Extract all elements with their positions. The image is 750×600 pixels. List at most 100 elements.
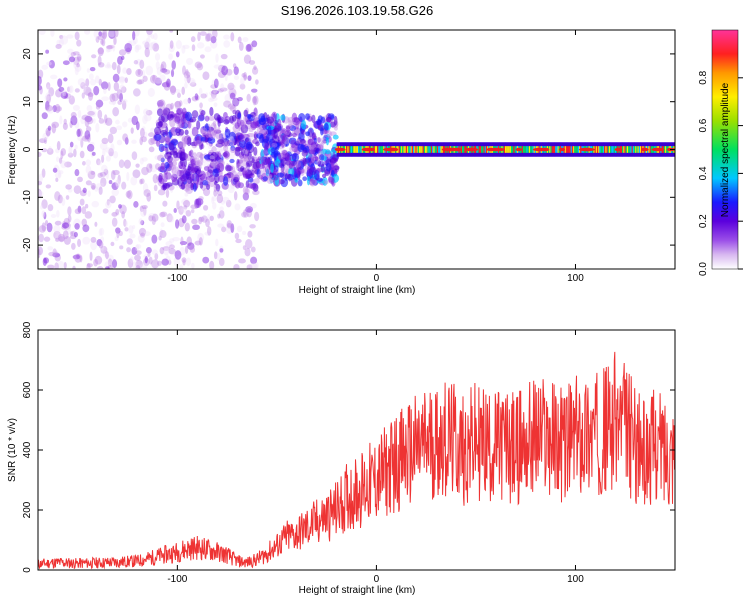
heatmap-cell	[203, 166, 210, 171]
heatmap-cell	[199, 102, 203, 109]
heatmap-cell	[57, 260, 65, 269]
heatmap-cell	[185, 69, 189, 76]
heatmap-cell	[67, 86, 71, 93]
heatmap-cell	[169, 30, 174, 33]
heatmap-band-core	[439, 146, 442, 153]
heatmap-cell	[132, 169, 141, 179]
heatmap-cell	[67, 48, 74, 54]
heatmap-cell	[134, 254, 141, 261]
heatmap-cell	[153, 184, 158, 192]
heatmap-cell	[299, 138, 306, 144]
heatmap-cell	[182, 138, 188, 146]
heatmap-cell	[242, 192, 250, 201]
heatmap-band-core	[354, 146, 357, 153]
heatmap-cell	[46, 148, 54, 155]
heatmap-cell	[117, 174, 121, 185]
heatmap-cell	[198, 164, 202, 170]
heatmap-cell	[97, 47, 104, 57]
heatmap-cell	[85, 165, 92, 175]
heatmap-cell	[246, 207, 253, 218]
heatmap-cell	[146, 163, 153, 173]
heatmap-cell	[146, 30, 153, 38]
heatmap-cell	[86, 104, 93, 112]
heatmap-cell	[234, 232, 240, 240]
heatmap-band-core	[649, 146, 652, 153]
heatmap-cell	[58, 86, 65, 92]
heatmap-cell	[213, 189, 218, 197]
heatmap-cell	[241, 120, 246, 131]
heatmap-cell	[82, 187, 87, 194]
heatmap-band-core	[605, 146, 608, 153]
heatmap-cell	[163, 80, 171, 91]
heatmap-cell	[73, 148, 77, 158]
heatmap-cell	[143, 231, 151, 237]
heatmap-cell	[112, 211, 120, 217]
heatmap-cell	[105, 155, 111, 162]
heatmap-cell	[181, 86, 186, 95]
heatmap-cell	[189, 246, 196, 253]
heatmap-cell	[74, 168, 80, 177]
heatmap-cell	[199, 181, 204, 189]
heatmap-cell	[216, 114, 221, 122]
heatmap-cell	[70, 111, 77, 119]
heatmap-cell	[170, 164, 175, 170]
heatmap-cell	[135, 260, 143, 269]
heatmap-cell	[271, 142, 278, 148]
heatmap-cell	[107, 258, 113, 267]
heatmap-cell	[63, 118, 67, 125]
heatmap-cell	[207, 213, 211, 224]
heatmap-band-core	[513, 146, 516, 153]
heatmap-cell	[211, 131, 217, 136]
heatmap-cell	[155, 61, 160, 70]
heatmap-cell	[51, 121, 60, 129]
heatmap-cell	[107, 82, 111, 91]
heatmap-cell	[67, 152, 74, 158]
heatmap-cell	[190, 204, 198, 210]
heatmap-cell	[38, 173, 44, 183]
heatmap-cell	[52, 252, 61, 258]
heatmap-cell	[173, 157, 178, 167]
heatmap-cell	[97, 62, 105, 68]
heatmap-cell	[200, 136, 206, 142]
heatmap-cell	[200, 110, 206, 116]
heatmap-cell	[56, 39, 61, 46]
heatmap-cell	[249, 262, 256, 269]
heatmap-cell	[127, 258, 134, 269]
heatmap-cell	[55, 148, 60, 154]
heatmap-cell	[104, 114, 108, 124]
heatmap-band-core	[347, 146, 350, 153]
heatmap-cell	[180, 182, 185, 190]
heatmap-cell	[112, 97, 116, 106]
heatmap-cell	[110, 241, 115, 247]
heatmap-cell	[85, 126, 92, 132]
heatmap-band-core	[598, 146, 601, 153]
heatmap-cell	[228, 88, 237, 98]
heatmap-band-core	[429, 146, 432, 153]
heatmap-cell	[260, 156, 266, 166]
heatmap-cell	[320, 116, 326, 124]
heatmap-cell	[85, 78, 90, 87]
heatmap-cell	[276, 172, 285, 178]
heatmap-cell	[182, 166, 187, 176]
heatmap-cell	[39, 86, 43, 95]
heatmap-cell	[127, 190, 133, 200]
heatmap-cell	[235, 135, 242, 142]
heatmap-cell	[43, 257, 50, 264]
heatmap-cell	[106, 47, 113, 53]
heatmap-cell	[146, 37, 151, 44]
heatmap-cell	[144, 47, 150, 58]
heatmap-cell	[238, 159, 247, 167]
heatmap-cell	[212, 120, 217, 127]
heatmap-cell	[243, 116, 247, 122]
heatmap-cell	[45, 100, 50, 111]
heatmap-cell	[171, 164, 177, 175]
heatmap-cell	[207, 177, 212, 184]
heatmap-cell	[111, 92, 119, 102]
heatmap-cell	[168, 142, 175, 151]
heatmap-cell	[311, 155, 315, 163]
heatmap-cell	[230, 32, 235, 42]
heatmap-cell	[142, 40, 149, 46]
heatmap-cell	[230, 147, 236, 154]
heatmap-cell	[250, 262, 258, 269]
heatmap-cell	[185, 57, 194, 65]
